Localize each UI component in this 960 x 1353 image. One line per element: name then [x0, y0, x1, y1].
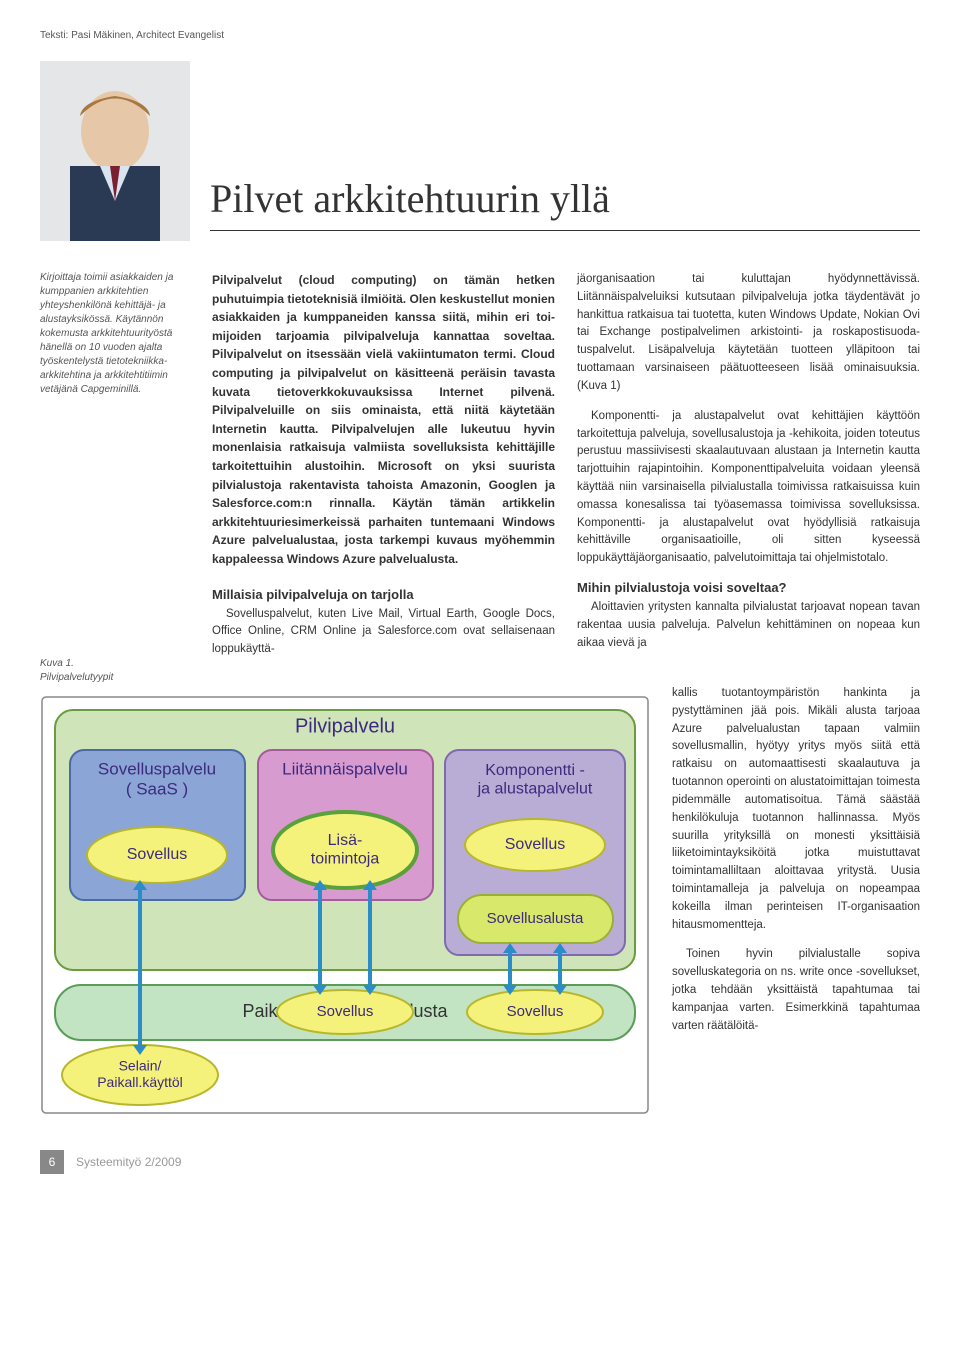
right-paragraph-3-cont: kallis tuotantoympäristön hankinta ja py… [672, 685, 920, 934]
author-bio: Kirjoittaja toimii asiakkai­den ja kumpp… [40, 271, 190, 397]
svg-text:Sovelluspalvelu: Sovelluspalvelu [98, 760, 216, 779]
subheading-apply: Mihin pilvialustoja voisi soveltaa? [577, 580, 920, 595]
svg-text:Lisä-: Lisä- [328, 832, 363, 849]
intro-paragraph: Pilvipalvelut (cloud computing) on tämän… [212, 271, 555, 569]
header-row: Pilvet arkkitehtuurin yllä [40, 61, 920, 241]
svg-text:Komponentti -: Komponentti - [485, 762, 585, 779]
page-footer: 6 Systeemityö 2/2009 [40, 1150, 920, 1174]
sidebar-column: Kirjoittaja toimii asiakkai­den ja kumpp… [40, 271, 190, 685]
svg-text:Paikall.käyttöl: Paikall.käyttöl [97, 1074, 183, 1090]
author-photo [40, 61, 190, 241]
subheading-services: Millaisia pilvipalveluja on tarjolla [212, 587, 555, 602]
byline: Teksti: Pasi Mäkinen, Architect Evangeli… [40, 30, 920, 41]
svg-text:Selain/: Selain/ [119, 1058, 162, 1074]
svg-text:Pilvipalvelu: Pilvipalvelu [295, 715, 395, 737]
right-column: jäorganisaation tai kuluttajan hyödynnet… [577, 271, 920, 685]
svg-text:Sovellus: Sovellus [507, 1003, 564, 1020]
right-paragraph-4: Toinen hyvin pilvialustalle sopiva sovel… [672, 946, 920, 1035]
svg-text:( SaaS ): ( SaaS ) [126, 779, 188, 798]
right-paragraph-1: jäorganisaation tai kuluttajan hyödynnet… [577, 271, 920, 396]
svg-text:Sovellusalusta: Sovellusalusta [487, 910, 584, 927]
svg-text:toimintoja: toimintoja [311, 850, 380, 867]
svg-text:Sovellus: Sovellus [317, 1003, 374, 1020]
svg-text:Sovellus: Sovellus [127, 846, 187, 863]
publication-label: Systeemityö 2/2009 [76, 1155, 181, 1169]
right-paragraph-2: Komponentti- ja alustapalvelut ovat kehi… [577, 408, 920, 568]
figure-1-diagram: Pilvipalvelu Sovelluspalvelu( SaaS ) Sovel… [40, 695, 650, 1120]
svg-text:Sovellus: Sovellus [505, 836, 565, 853]
svg-text:Liitännäispalvelu: Liitännäispalvelu [282, 759, 408, 778]
svg-text:ja alustapalvelut: ja alustapalvelut [477, 780, 593, 797]
right-paragraph-3-top: Aloittavien yritysten kannalta pilvialus… [577, 599, 920, 652]
figure-caption: Kuva 1. Pilvipalvelutyypit [40, 657, 190, 685]
middle-column: Pilvipalvelut (cloud computing) on tämän… [212, 271, 555, 685]
article-title: Pilvet arkkitehtuurin yllä [210, 175, 920, 231]
page-number: 6 [40, 1150, 64, 1174]
mid-paragraph-1: Sovelluspalvelut, kuten Live Mail, Virtu… [212, 606, 555, 659]
